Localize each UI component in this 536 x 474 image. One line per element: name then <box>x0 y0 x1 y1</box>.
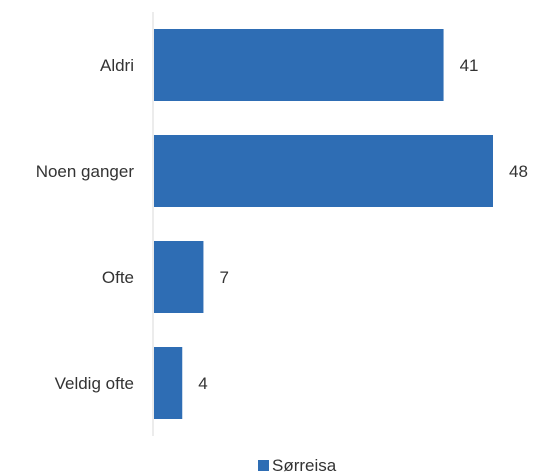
category-label: Ofte <box>102 268 134 287</box>
data-label: 7 <box>219 268 228 287</box>
data-label: 4 <box>198 374 207 393</box>
bars-group <box>154 29 493 419</box>
bar-ofte <box>154 241 204 313</box>
category-labels-group: Aldri Noen ganger Ofte Veldig ofte <box>36 56 135 393</box>
legend-label: Sørreisa <box>272 456 337 474</box>
legend-swatch <box>258 460 269 471</box>
bar-veldig-ofte <box>154 347 183 419</box>
data-label: 48 <box>509 162 528 181</box>
bar-noen-ganger <box>154 135 493 207</box>
data-label: 41 <box>460 56 479 75</box>
legend: Sørreisa <box>258 456 337 474</box>
category-label: Noen ganger <box>36 162 135 181</box>
value-labels-group: 41 48 7 4 <box>198 56 528 393</box>
bar-aldri <box>154 29 444 101</box>
category-label: Veldig ofte <box>55 374 134 393</box>
category-label: Aldri <box>100 56 134 75</box>
